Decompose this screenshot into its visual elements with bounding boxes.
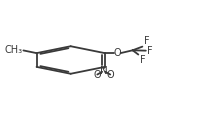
Text: O: O	[93, 69, 101, 80]
Text: N: N	[100, 66, 108, 76]
Text: F: F	[144, 36, 149, 46]
Text: F: F	[147, 46, 153, 56]
Text: F: F	[140, 55, 145, 65]
Text: O: O	[113, 48, 121, 58]
Text: CH₃: CH₃	[4, 45, 23, 55]
Text: O: O	[106, 69, 114, 80]
